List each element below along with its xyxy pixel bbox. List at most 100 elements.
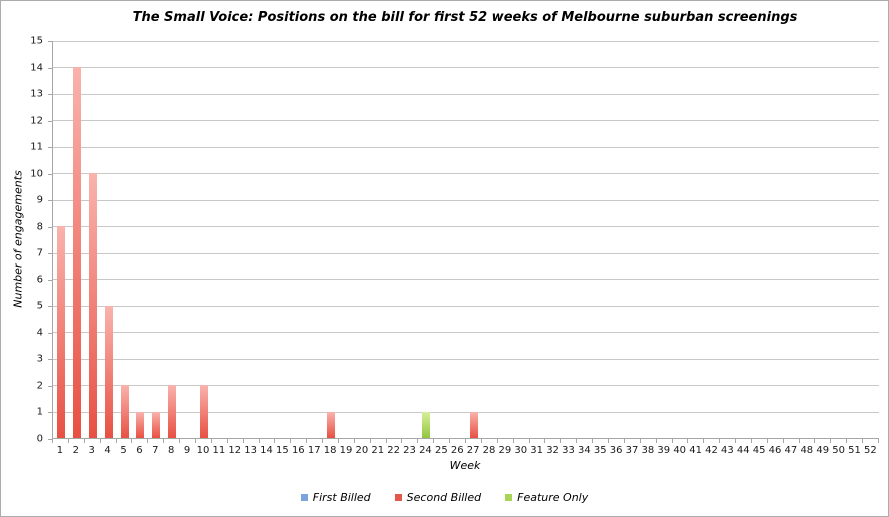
y-tick-label: 10: [30, 168, 43, 180]
x-tick: [862, 439, 864, 443]
week-slot: [466, 41, 482, 438]
week-slot: [546, 41, 562, 438]
x-tick-label: 36: [609, 445, 623, 456]
x-tick: [194, 439, 196, 443]
x-tick: [242, 439, 244, 443]
week-slot: [85, 41, 101, 438]
week-slot: [593, 41, 609, 438]
bar-second-billed: [104, 305, 113, 438]
x-tick: [115, 439, 117, 443]
week-slot: [69, 41, 85, 438]
x-tick: [179, 439, 181, 443]
bar-second-billed: [120, 385, 129, 438]
week-slot: [736, 41, 752, 438]
x-tick: [814, 439, 816, 443]
x-axis-tick-labels: 1 2 3 4 5 6 7 8 9 10 11 12 13 14 15 16 17 18 19 20 21 22 23 24 2…: [52, 445, 878, 456]
x-tick-label: 34: [577, 445, 591, 456]
x-tick: [544, 439, 546, 443]
week-slot: [784, 41, 800, 438]
x-tick-label: 7: [152, 445, 159, 456]
x-tick-label: 23: [403, 445, 416, 456]
gridline: [53, 385, 879, 387]
x-tick: [385, 439, 387, 443]
y-tick: [48, 279, 52, 281]
x-tick-label: 28: [482, 445, 496, 456]
plot-area: [52, 41, 879, 439]
x-tick: [163, 439, 165, 443]
y-tick-label: 11: [30, 141, 43, 153]
y-tick-label: 13: [30, 88, 43, 100]
y-tick: [48, 412, 52, 414]
legend-swatch: [394, 494, 402, 501]
y-tick-label: 15: [30, 35, 43, 47]
week-slot: [752, 41, 768, 438]
y-axis-tick-labels: 0 1 2 3 4 5 6 7 8 9 10 11 12 13 14 15: [1, 36, 46, 445]
x-tick: [782, 439, 784, 443]
x-tick: [369, 439, 371, 443]
x-tick: [846, 439, 848, 443]
y-tick: [48, 94, 52, 96]
x-tick: [401, 439, 403, 443]
x-tick-label: 5: [120, 445, 127, 456]
x-tick: [750, 439, 752, 443]
x-tick-label: 12: [228, 445, 242, 456]
x-tick-label: 14: [260, 445, 273, 456]
week-slot: [848, 41, 864, 438]
x-tick-label: 30: [514, 445, 528, 456]
x-tick: [512, 439, 514, 443]
gridline: [53, 305, 879, 307]
chart-title: The Small Voice: Positions on the bill f…: [132, 10, 798, 25]
x-axis-title: Week: [449, 459, 481, 472]
bar-second-billed: [72, 67, 81, 438]
y-tick: [48, 306, 52, 308]
gridline: [53, 199, 879, 201]
week-slot: [689, 41, 705, 438]
week-slot: [832, 41, 848, 438]
legend-swatch: [300, 494, 308, 501]
week-slot: [705, 41, 721, 438]
x-tick-label: 20: [355, 445, 369, 456]
gridline: [53, 332, 879, 334]
x-tick: [830, 439, 832, 443]
x-tick: [449, 439, 451, 443]
x-tick-label: 8: [167, 445, 175, 456]
x-tick: [83, 439, 85, 443]
x-tick-label: 22: [387, 445, 401, 456]
legend-swatch: [505, 494, 513, 501]
legend-item-feature-only: Feature Only: [505, 491, 588, 504]
week-slot: [768, 41, 784, 438]
week-slot: [275, 41, 291, 438]
x-tick-label: 52: [864, 445, 877, 456]
gridline: [53, 358, 879, 360]
gridline: [53, 93, 879, 95]
y-axis-ticks: [48, 41, 52, 440]
x-tick: [417, 439, 419, 443]
x-tick-label: 46: [768, 445, 782, 456]
x-tick: [290, 439, 292, 443]
gridline: [53, 252, 879, 254]
x-tick: [766, 439, 768, 443]
week-slot: [482, 41, 498, 438]
x-tick: [274, 439, 276, 443]
gridline: [53, 173, 879, 175]
bar-second-billed: [470, 411, 479, 438]
week-slot: [228, 41, 244, 438]
x-tick: [798, 439, 800, 443]
week-slot: [577, 41, 593, 438]
bar-slots: [53, 41, 879, 438]
x-tick: [592, 439, 594, 443]
x-tick: [52, 439, 53, 443]
x-tick: [322, 439, 324, 443]
y-tick: [48, 439, 52, 440]
legend-label: Feature Only: [517, 491, 589, 504]
x-tick: [607, 439, 609, 443]
x-tick: [353, 439, 355, 443]
week-slot: [260, 41, 276, 438]
x-tick-label: 29: [498, 445, 512, 456]
x-tick-label: 24: [419, 445, 432, 456]
x-tick: [878, 439, 879, 443]
gridline: [53, 120, 879, 122]
bar-second-billed: [56, 226, 65, 438]
x-tick-label: 40: [673, 445, 687, 456]
week-slot: [180, 41, 196, 438]
